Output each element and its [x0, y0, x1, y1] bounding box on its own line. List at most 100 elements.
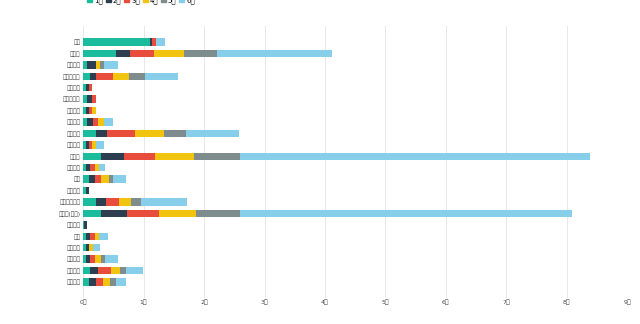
Bar — [102, 278, 110, 286]
Bar — [97, 73, 113, 80]
Bar — [98, 267, 111, 274]
Bar — [109, 175, 113, 183]
Bar — [92, 96, 96, 103]
Bar — [95, 164, 99, 171]
Bar — [83, 107, 86, 114]
Bar — [156, 38, 165, 46]
Bar — [83, 221, 84, 228]
Bar — [145, 73, 178, 80]
Bar — [240, 210, 572, 217]
Bar — [89, 278, 97, 286]
Bar — [100, 255, 105, 263]
Bar — [107, 130, 135, 137]
Bar — [129, 73, 145, 80]
Bar — [83, 198, 97, 206]
Bar — [92, 107, 97, 114]
Bar — [84, 221, 88, 228]
Bar — [93, 244, 100, 251]
Bar — [83, 50, 116, 57]
Bar — [218, 50, 332, 57]
Bar — [97, 198, 106, 206]
Bar — [89, 107, 92, 114]
Bar — [155, 153, 195, 160]
Bar — [159, 210, 196, 217]
Bar — [90, 267, 98, 274]
Bar — [99, 233, 108, 240]
Bar — [184, 50, 218, 57]
Bar — [83, 175, 89, 183]
Bar — [83, 153, 101, 160]
Bar — [92, 141, 97, 149]
Bar — [89, 84, 92, 91]
Bar — [86, 141, 89, 149]
Bar — [83, 278, 89, 286]
Bar — [83, 255, 86, 263]
Bar — [113, 73, 129, 80]
Bar — [96, 61, 100, 69]
Bar — [120, 267, 126, 274]
Bar — [135, 130, 164, 137]
Bar — [164, 130, 186, 137]
Bar — [83, 141, 86, 149]
Bar — [196, 210, 240, 217]
Bar — [83, 61, 88, 69]
Bar — [88, 118, 93, 126]
Bar — [130, 50, 154, 57]
Bar — [97, 141, 104, 149]
Bar — [152, 38, 156, 46]
Bar — [90, 233, 95, 240]
Legend: 1月, 2月, 3月, 4月, 5月, 6月: 1月, 2月, 3月, 4月, 5月, 6月 — [86, 0, 196, 5]
Bar — [89, 141, 92, 149]
Bar — [113, 175, 126, 183]
Bar — [101, 153, 124, 160]
Bar — [110, 278, 116, 286]
Bar — [86, 244, 89, 251]
Bar — [88, 61, 96, 69]
Bar — [97, 130, 107, 137]
Bar — [83, 73, 90, 80]
Bar — [83, 244, 86, 251]
Bar — [83, 38, 150, 46]
Bar — [86, 233, 90, 240]
Bar — [83, 187, 86, 194]
Bar — [104, 118, 113, 126]
Bar — [83, 84, 86, 91]
Bar — [150, 38, 152, 46]
Bar — [126, 267, 143, 274]
Bar — [90, 255, 95, 263]
Bar — [106, 198, 119, 206]
Bar — [86, 84, 89, 91]
Bar — [83, 210, 101, 217]
Bar — [105, 255, 118, 263]
Bar — [99, 164, 105, 171]
Bar — [116, 278, 126, 286]
Bar — [88, 96, 92, 103]
Bar — [95, 175, 101, 183]
Bar — [127, 210, 159, 217]
Bar — [119, 198, 131, 206]
Bar — [83, 164, 86, 171]
Bar — [100, 61, 104, 69]
Bar — [195, 153, 240, 160]
Bar — [97, 278, 102, 286]
Bar — [90, 164, 95, 171]
Bar — [83, 118, 88, 126]
Bar — [186, 130, 239, 137]
Bar — [124, 153, 155, 160]
Bar — [86, 255, 90, 263]
Bar — [95, 255, 100, 263]
Bar — [86, 107, 89, 114]
Bar — [104, 61, 118, 69]
Bar — [101, 210, 127, 217]
Bar — [116, 50, 130, 57]
Bar — [86, 187, 89, 194]
Bar — [83, 130, 97, 137]
Bar — [83, 267, 90, 274]
Bar — [83, 233, 86, 240]
Bar — [95, 233, 99, 240]
Bar — [131, 198, 141, 206]
Bar — [141, 198, 187, 206]
Bar — [86, 164, 90, 171]
Bar — [83, 96, 88, 103]
Bar — [89, 244, 93, 251]
